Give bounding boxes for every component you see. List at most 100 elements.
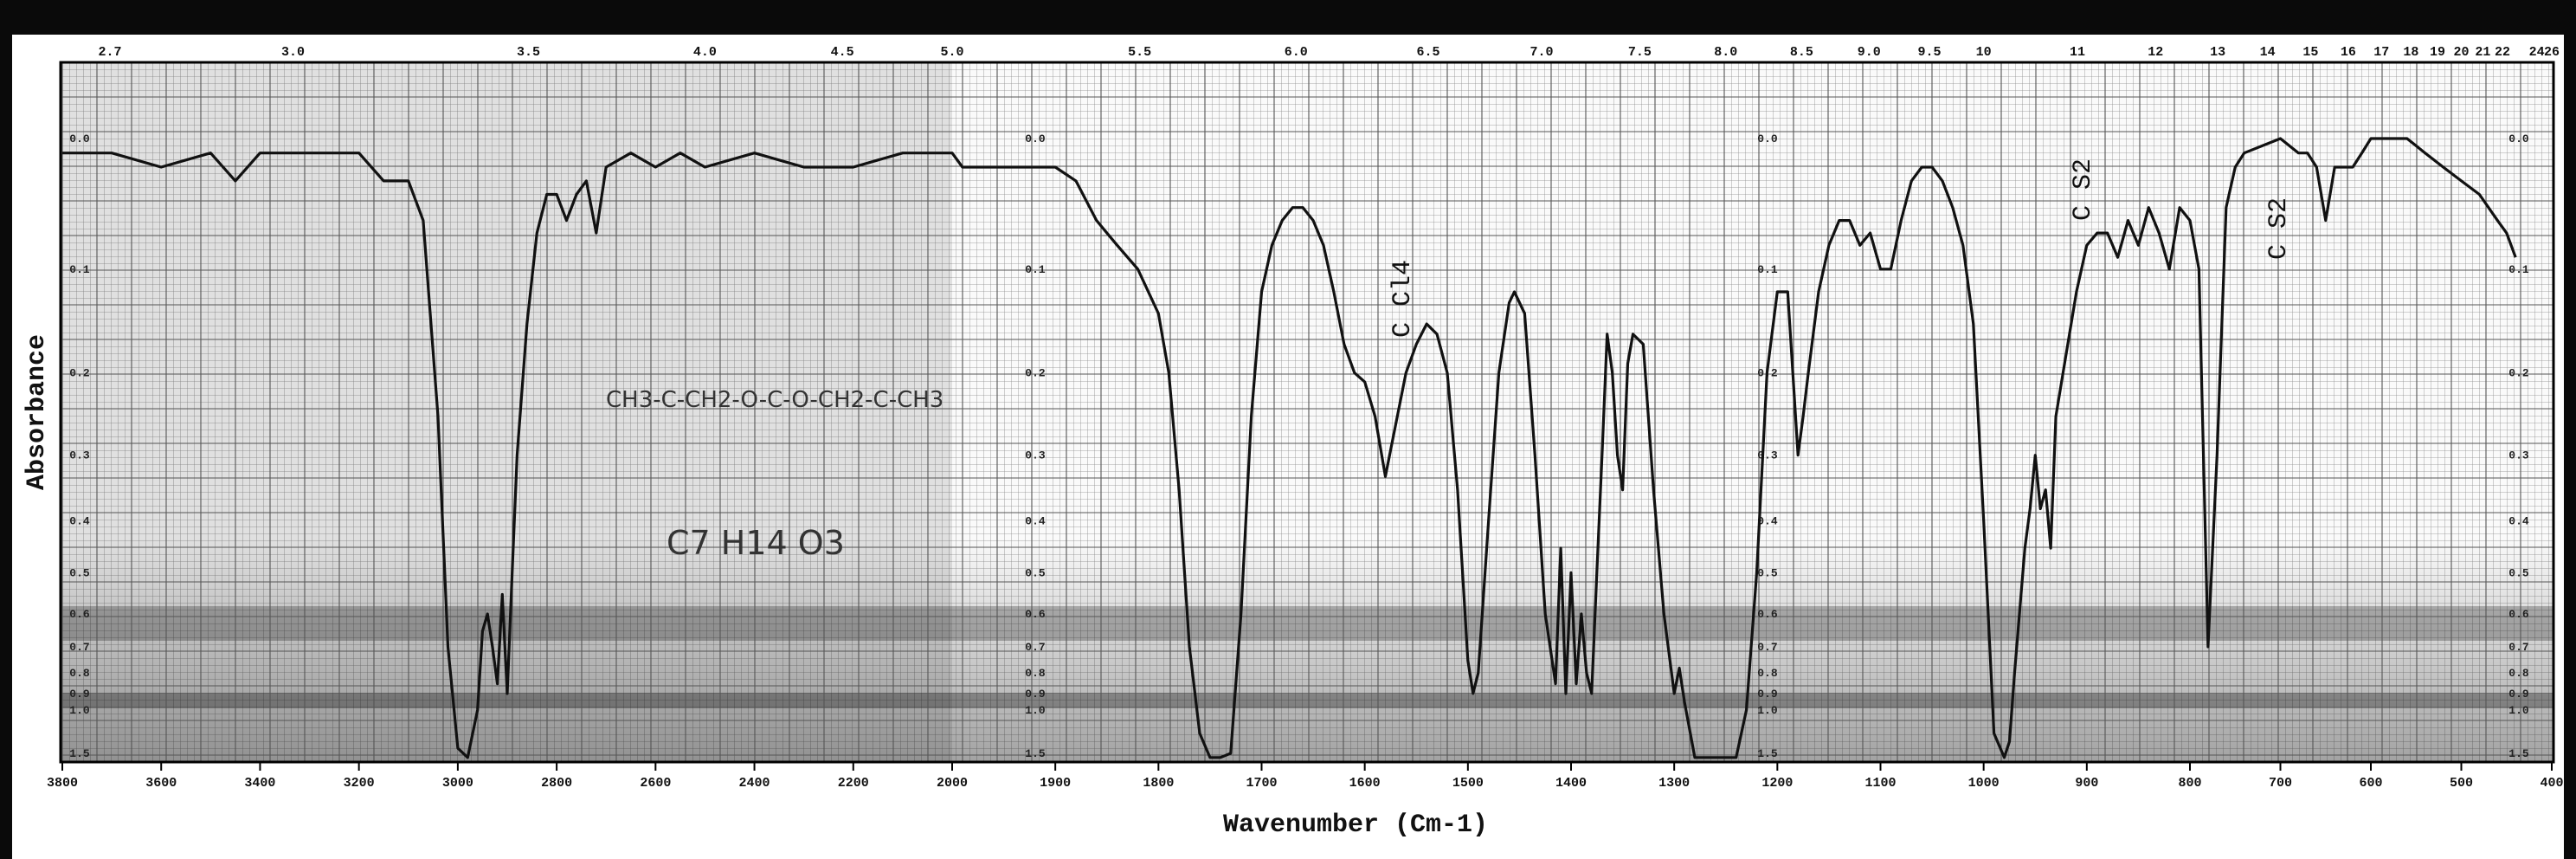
absorbance-tick-label: 0.5 xyxy=(1025,566,1046,579)
x-tick-label: 2200 xyxy=(838,776,869,791)
x-tick-label: 1500 xyxy=(1452,776,1484,791)
absorbance-tick-label: 1.0 xyxy=(69,704,90,717)
absorbance-tick-label: 0.1 xyxy=(1757,263,1778,276)
absorbance-tick-label: 0.4 xyxy=(69,514,90,527)
absorbance-tick-label: 0.3 xyxy=(69,449,90,462)
absorbance-tick-label: 0.0 xyxy=(1025,132,1046,145)
top-tick-label: 6.0 xyxy=(1285,45,1308,60)
absorbance-tick-label: 0.9 xyxy=(2508,688,2529,701)
absorbance-tick-label: 0.1 xyxy=(1025,263,1046,276)
handwritten-formula: C7 H14 O3 xyxy=(667,524,845,562)
top-tick-label: 8.5 xyxy=(1790,45,1813,60)
absorbance-tick-label: 0.5 xyxy=(69,566,90,579)
top-tick-label: 6.5 xyxy=(1416,45,1439,60)
x-tick-label: 1100 xyxy=(1864,776,1896,791)
annotation-ccl4: C Cl4 xyxy=(1388,260,1418,338)
absorbance-tick-label: 0.8 xyxy=(1757,667,1778,680)
top-tick-label: 3.5 xyxy=(517,45,540,60)
absorbance-tick-label: 1.5 xyxy=(69,747,90,760)
absorbance-tick-label: 0.4 xyxy=(2508,514,2529,527)
x-tick-label: 1300 xyxy=(1658,776,1690,791)
absorbance-tick-label: 1.5 xyxy=(1757,747,1778,760)
top-tick-label: 8.0 xyxy=(1714,45,1737,60)
top-tick-label: 14 xyxy=(2260,45,2276,60)
top-tick-label: 7.5 xyxy=(1628,45,1652,60)
x-tick-label: 1700 xyxy=(1246,776,1277,791)
top-tick-label: 7.0 xyxy=(1530,45,1553,60)
x-tick-label: 1200 xyxy=(1761,776,1793,791)
top-tick-label: 4.0 xyxy=(693,45,717,60)
top-tick-label: 22 xyxy=(2495,45,2510,60)
x-tick-label: 1000 xyxy=(1968,776,2000,791)
absorbance-tick-label: 0.6 xyxy=(1757,608,1778,621)
top-tick-label: 3.0 xyxy=(281,45,305,60)
absorbance-tick-label: 0.3 xyxy=(1757,449,1778,462)
top-tick-label: 26 xyxy=(2544,45,2560,60)
top-tick-label: 10 xyxy=(1976,45,1992,60)
absorbance-tick-label: 0.7 xyxy=(69,641,89,654)
absorbance-tick-label: 1.0 xyxy=(1757,704,1778,717)
absorbance-tick-label: 0.6 xyxy=(2508,608,2529,621)
x-axis-title: Wavenumber (Cm-1) xyxy=(1223,811,1488,840)
x-tick-label: 2600 xyxy=(640,776,671,791)
absorbance-tick-label: 1.5 xyxy=(1025,747,1046,760)
absorbance-tick-label: 0.4 xyxy=(1025,514,1046,527)
x-tick-label: 2400 xyxy=(739,776,770,791)
x-tick-label: 1900 xyxy=(1040,776,1071,791)
absorbance-tick-label: 0.6 xyxy=(69,608,90,621)
x-tick-label: 3600 xyxy=(145,776,177,791)
absorbance-tick-label: 1.5 xyxy=(2508,747,2529,760)
top-black-bar xyxy=(0,0,2576,35)
bottom-axis-wavenumber-ticks: 3800 3600 3400 3200 3000 2800 2600 2400 2200 2000… xyxy=(47,762,2564,791)
absorbance-tick-label: 0.5 xyxy=(2508,566,2529,579)
top-tick-label: 12 xyxy=(2148,45,2163,60)
absorbance-tick-label: 0.9 xyxy=(1757,688,1778,701)
x-tick-label: 2800 xyxy=(541,776,572,791)
absorbance-tick-label: 0.5 xyxy=(1757,566,1778,579)
plot-border xyxy=(59,61,2555,764)
top-tick-label: 18 xyxy=(2403,45,2418,60)
x-tick-label: 600 xyxy=(2359,776,2382,791)
absorbance-tick-label: 0.6 xyxy=(1025,608,1046,621)
x-tick-label: 500 xyxy=(2450,776,2473,791)
absorbance-tick-label: 0.7 xyxy=(1757,641,1777,654)
x-tick-label: 1400 xyxy=(1555,776,1587,791)
handwritten-structure: CH3-C-CH2-O-C-O-CH2-C-CH3 xyxy=(606,387,943,413)
absorbance-tick-label: 0.0 xyxy=(2508,132,2529,145)
absorbance-tick-label: 1.0 xyxy=(1025,704,1046,717)
absorbance-tick-label: 1.0 xyxy=(2508,704,2529,717)
top-tick-label: 19 xyxy=(2430,45,2445,60)
absorbance-tick-labels: 0.0 0.1 0.2 0.3 0.4 0.5 0.6 0.7 0.8 0.9 1.0 1.5 0.0 0… xyxy=(69,132,2529,760)
absorbance-tick-label: 0.7 xyxy=(2508,641,2528,654)
absorbance-tick-label: 0.9 xyxy=(1025,688,1046,701)
top-tick-label: 17 xyxy=(2373,45,2389,60)
top-tick-label: 11 xyxy=(2070,45,2085,60)
x-tick-label: 1800 xyxy=(1143,776,1174,791)
top-axis-micron-ticks: 2.7 3.0 3.5 4.0 4.5 5.0 5.5 6.0 6.5 7.0 7.5 8.0 8.5 9… xyxy=(98,45,2560,60)
absorbance-tick-label: 0.7 xyxy=(1025,641,1045,654)
top-tick-label: 15 xyxy=(2302,45,2318,60)
absorbance-tick-label: 0.9 xyxy=(69,688,90,701)
left-black-bar xyxy=(0,0,12,859)
absorbance-tick-label: 0.2 xyxy=(69,367,90,380)
top-tick-label: 9.0 xyxy=(1858,45,1881,60)
plot-background xyxy=(61,62,2553,762)
x-tick-label: 3000 xyxy=(442,776,473,791)
annotation-cs2-a: C S2 xyxy=(2069,158,2098,221)
absorbance-tick-label: 0.2 xyxy=(1025,367,1046,380)
absorbance-tick-label: 0.4 xyxy=(1757,514,1778,527)
absorbance-tick-label: 0.1 xyxy=(2508,263,2529,276)
x-tick-label: 900 xyxy=(2075,776,2098,791)
absorbance-tick-label: 0.2 xyxy=(2508,367,2529,380)
absorbance-tick-label: 0.1 xyxy=(69,263,90,276)
top-tick-label: 5.0 xyxy=(940,45,963,60)
x-tick-label: 3200 xyxy=(344,776,375,791)
x-tick-label: 1600 xyxy=(1349,776,1381,791)
top-tick-label: 20 xyxy=(2453,45,2469,60)
right-black-bar xyxy=(2564,0,2576,859)
absorbance-tick-label: 0.3 xyxy=(2508,449,2529,462)
top-tick-label: 24 xyxy=(2529,45,2545,60)
annotation-cs2-b: C S2 xyxy=(2264,197,2294,260)
x-tick-label: 800 xyxy=(2178,776,2201,791)
x-tick-label: 3400 xyxy=(244,776,275,791)
